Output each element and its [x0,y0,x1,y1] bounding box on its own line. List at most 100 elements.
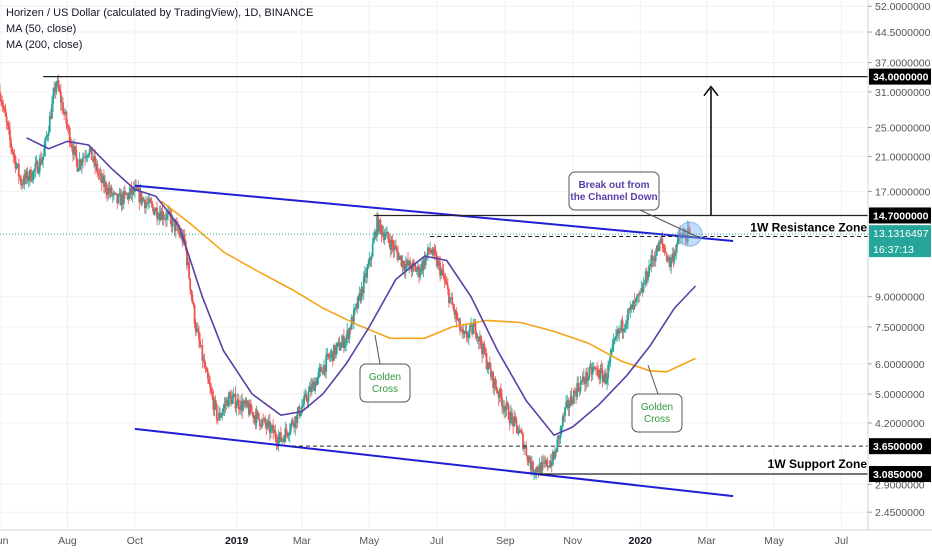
candle-body [482,343,485,355]
candle-body [352,309,355,325]
candle-body [423,258,426,266]
candle-body [222,408,225,413]
candle-body [461,329,464,332]
candle-body [355,303,357,308]
candle-body [93,156,95,162]
candle-body [336,343,339,348]
candle-body [601,369,604,382]
candle-body [569,395,572,406]
candle-body [331,351,334,361]
candle-body [206,371,209,379]
candle-body [660,238,663,243]
candle-body [578,388,581,392]
candle-body [682,233,685,236]
candle-body [233,394,236,396]
candle-body [441,269,444,271]
candle-body [305,393,308,400]
candle-body [96,163,99,174]
candle-body [366,267,369,278]
candle-body [14,156,17,169]
candle-body [270,427,272,434]
candle-body [9,129,11,141]
candle-body [637,293,639,297]
candle-body [188,262,190,279]
price-tick-label: 2.4500000 [875,507,925,519]
candle-body [131,188,134,195]
candle-body [173,219,176,232]
candle-body [400,255,403,267]
candle-body [262,419,265,421]
candle-body [314,381,317,392]
candle-body [516,425,519,434]
candle-body [388,238,391,243]
level-badge-label: 3.6500000 [873,441,923,453]
price-tick-label: 25.0000000 [875,123,931,135]
candle-body [570,395,573,403]
candle-body [347,330,350,339]
candle-body [373,231,376,239]
candle-body [623,328,626,330]
time-tick-label: Nov [563,535,582,547]
candle-body [6,122,9,126]
candle-body [643,283,646,284]
candle-body [137,188,140,191]
candle-body [477,336,480,342]
ma50-legend[interactable]: MA (50, close) [6,23,77,35]
candle-body [563,416,565,417]
candle-body [128,192,131,199]
candle-body [645,271,648,281]
candle-body [442,270,445,277]
candle-body [504,409,507,412]
current-price-label: 13.1316497 [873,228,929,240]
candle-body [230,395,232,405]
candle-body [592,367,595,370]
candle-body [179,232,182,238]
candle-body [168,210,171,213]
price-tick-label: 7.5000000 [875,322,925,334]
candle-body [409,261,412,269]
candle-body [401,260,404,267]
candle-body [302,404,304,407]
candle-body [237,399,240,410]
candle-body [265,424,268,428]
candle-body [153,211,156,215]
candle-body [266,421,269,428]
candle-body [251,412,254,413]
candle-body [392,245,395,251]
candle-body [319,367,322,369]
candle-body [492,372,495,389]
candle-body [246,400,249,407]
candle-body [543,461,545,463]
candle-body [215,404,218,420]
candle-body [536,467,539,471]
candle-body [349,328,352,330]
candle-body [164,217,167,220]
candle-body [248,403,251,415]
candle-body [609,355,612,363]
candle-body [226,399,229,407]
candle-body [478,336,481,342]
candle-body [59,92,62,103]
candle-body [356,303,359,309]
candle-body [474,322,477,334]
candle-body [636,296,638,299]
candle-body [119,193,122,206]
candle-body [648,265,650,277]
candle-body [610,350,613,356]
candle-body [512,417,514,427]
candle-body [440,269,443,276]
candle-body [612,340,615,345]
candle-body [261,419,263,427]
candle-body [37,171,40,174]
candle-body [446,284,449,290]
candle-body [348,328,351,339]
candle-body [209,383,211,388]
ma200-legend[interactable]: MA (200, close) [6,39,83,51]
candle-body [62,102,64,114]
candle-body [528,456,531,463]
candle-body [438,260,440,263]
candle-body [51,103,53,119]
candle-body [476,336,479,338]
